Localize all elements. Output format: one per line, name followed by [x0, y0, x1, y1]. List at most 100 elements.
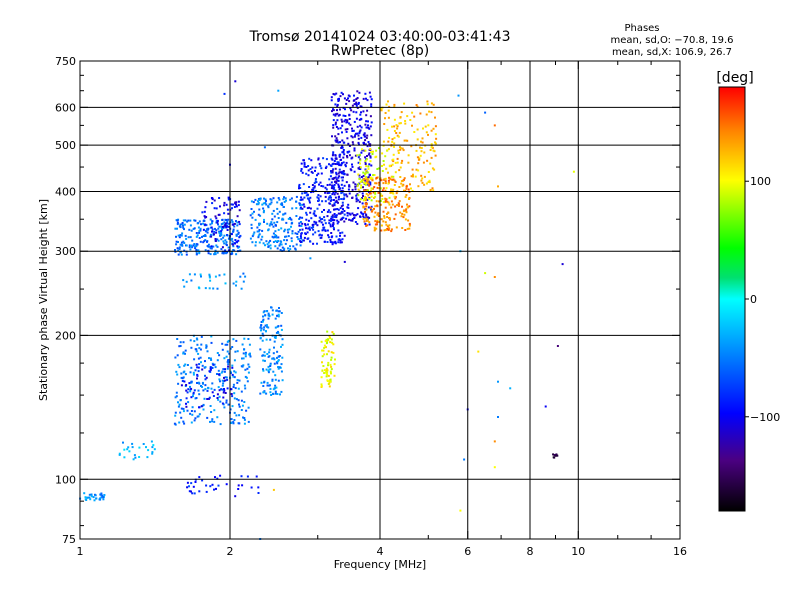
data-point: [222, 240, 225, 243]
data-point: [317, 194, 320, 197]
data-point: [313, 186, 316, 189]
data-point: [244, 368, 247, 371]
data-point: [278, 244, 281, 247]
data-point: [244, 387, 247, 390]
data-point: [88, 493, 91, 496]
data-point: [335, 235, 338, 238]
data-point: [355, 98, 358, 100]
data-point: [285, 199, 287, 202]
data-point: [427, 133, 429, 136]
data-point: [328, 382, 331, 385]
data-point: [354, 214, 357, 217]
data-point: [332, 187, 335, 190]
data-point: [271, 309, 274, 312]
data-point: [302, 239, 305, 242]
data-point: [340, 189, 343, 192]
data-point: [330, 365, 333, 368]
data-point: [341, 145, 344, 148]
data-point: [312, 233, 315, 236]
data-point: [316, 207, 319, 210]
data-point: [205, 344, 208, 347]
data-point: [372, 150, 374, 153]
data-point: [356, 132, 359, 135]
data-point: [408, 198, 410, 200]
data-point: [368, 221, 371, 224]
data-point: [176, 221, 179, 224]
data-point: [344, 164, 347, 166]
data-point: [214, 227, 216, 230]
data-point: [281, 218, 284, 221]
data-point: [231, 373, 234, 376]
data-point: [188, 485, 190, 488]
data-point: [247, 420, 250, 423]
data-point: [378, 183, 381, 186]
data-point: [399, 146, 401, 149]
data-point: [193, 219, 196, 222]
data-point: [277, 217, 280, 219]
data-point: [379, 203, 382, 206]
data-point: [275, 224, 277, 227]
data-point: [335, 182, 338, 185]
data-point: [312, 189, 315, 191]
data-point: [419, 112, 422, 115]
data-point: [333, 228, 335, 231]
data-point: [211, 382, 214, 385]
data-point: [331, 243, 334, 246]
data-point: [179, 243, 182, 246]
data-point: [320, 340, 323, 343]
data-point: [351, 130, 354, 132]
data-point: [193, 492, 196, 495]
data-point: [95, 497, 98, 500]
data-point: [554, 454, 557, 457]
data-point: [239, 234, 242, 237]
data-point: [389, 217, 391, 220]
data-point: [360, 136, 363, 139]
data-point: [213, 199, 216, 202]
data-point: [330, 215, 333, 218]
data-point: [365, 137, 368, 139]
data-point: [357, 134, 360, 137]
data-point: [225, 203, 228, 206]
data-point: [224, 222, 227, 225]
data-point: [173, 422, 176, 425]
data-point: [197, 352, 200, 355]
data-point: [332, 113, 335, 116]
data-point: [309, 257, 312, 260]
data-point: [318, 199, 320, 202]
data-point: [238, 403, 240, 406]
data-point: [331, 135, 333, 138]
data-point: [277, 228, 280, 231]
data-point: [314, 178, 317, 180]
data-point: [271, 235, 274, 238]
data-point: [403, 102, 406, 105]
data-point: [299, 221, 302, 223]
data-point: [269, 363, 272, 366]
data-point: [425, 182, 428, 185]
data-point: [300, 196, 303, 199]
data-point: [326, 369, 329, 372]
data-point: [281, 246, 284, 249]
data-point: [88, 496, 91, 499]
data-point: [234, 80, 237, 83]
data-point: [408, 205, 411, 208]
data-point: [331, 169, 334, 172]
data-point: [417, 185, 420, 188]
data-point: [386, 216, 389, 218]
data-point: [210, 366, 213, 369]
data-point: [142, 443, 145, 445]
data-point: [360, 151, 363, 154]
data-point: [277, 366, 280, 368]
data-point: [208, 276, 211, 279]
data-point: [332, 119, 335, 122]
data-point: [220, 225, 223, 228]
data-point: [128, 450, 131, 453]
data-point: [345, 130, 348, 133]
data-point: [342, 176, 344, 179]
data-point: [190, 279, 193, 282]
data-point: [248, 343, 251, 346]
data-point: [331, 235, 334, 238]
data-point: [362, 171, 365, 174]
data-point: [365, 177, 368, 180]
data-point: [393, 195, 396, 198]
data-point: [341, 120, 344, 123]
